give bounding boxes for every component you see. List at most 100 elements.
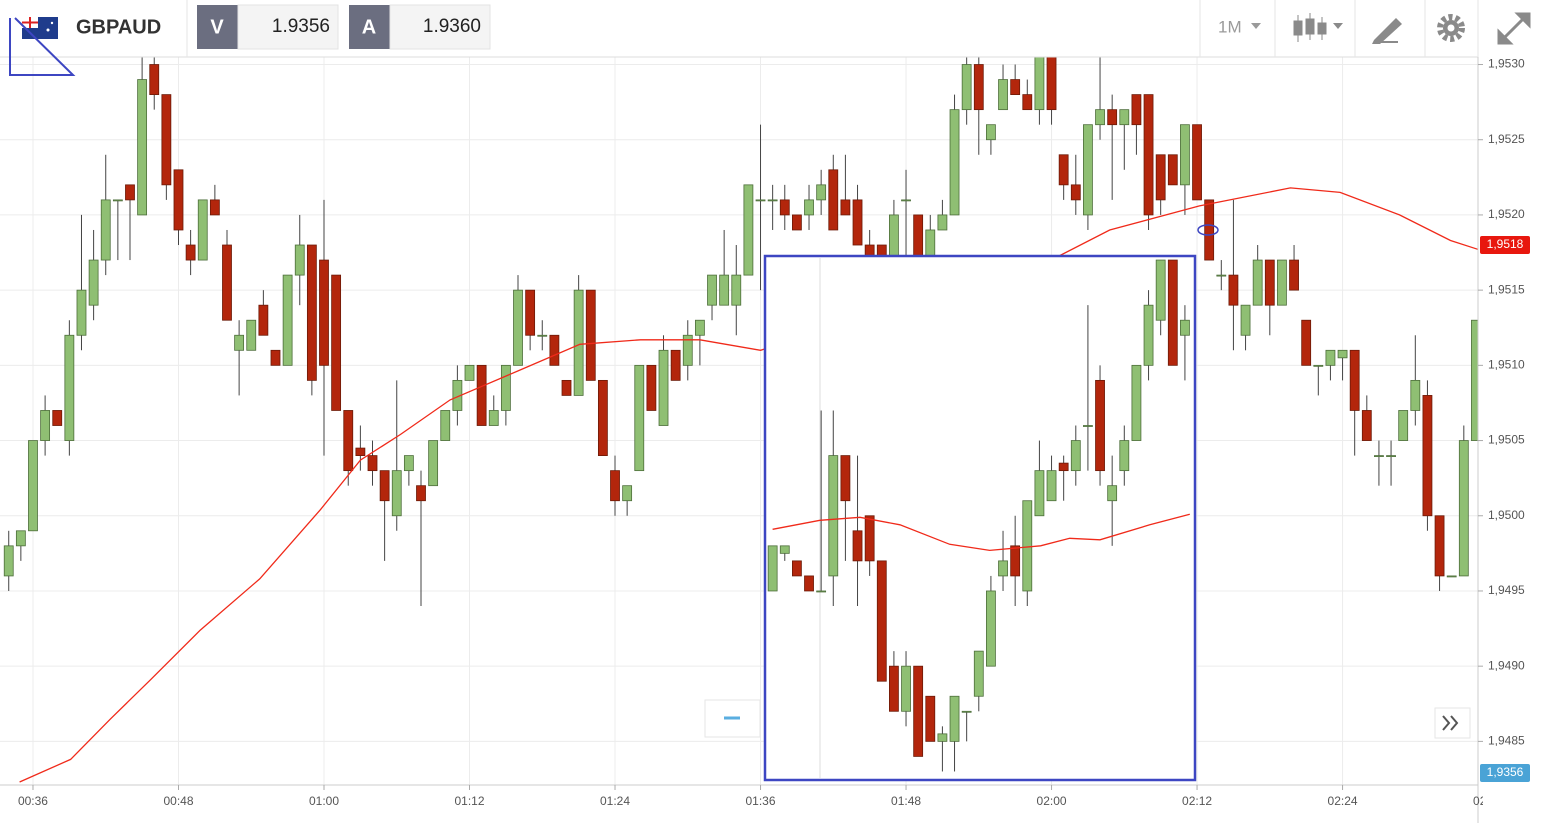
candle-body: [428, 440, 439, 487]
candle-body: [986, 124, 996, 141]
candle-body: [852, 199, 863, 246]
x-tick-label: 02:00: [1037, 794, 1067, 808]
time-axis-bg: [0, 785, 1478, 823]
candle-body: [864, 515, 875, 562]
candle-body: [294, 244, 305, 276]
candle-body: [161, 94, 172, 186]
chart-type-button[interactable]: [1293, 13, 1343, 42]
price-axis-bg: [1478, 57, 1545, 823]
candle-body: [1070, 440, 1081, 472]
sell-label-bg: [197, 5, 238, 49]
x-tick-label: 01:48: [891, 794, 921, 808]
candle-body: [1264, 259, 1275, 306]
price-tag-label: 1,9356: [1487, 765, 1524, 779]
candle-body: [998, 560, 1008, 577]
settings-button[interactable]: [1437, 14, 1465, 42]
candle-body: [537, 334, 548, 337]
flag-icon: [22, 17, 58, 39]
sell-label: V: [210, 16, 224, 38]
candle-body: [1361, 410, 1372, 441]
candle-body: [440, 410, 451, 441]
candle-body: [719, 274, 730, 306]
candle-body: [1180, 124, 1190, 186]
sell-price-bg: [237, 4, 339, 50]
candle-body: [355, 447, 366, 456]
y-tick-label: 1,9485: [1488, 734, 1525, 748]
candle-body: [1301, 319, 1312, 366]
timeframe: 1M: [1218, 17, 1242, 36]
candle-body: [1046, 470, 1057, 502]
candle-body: [973, 64, 984, 111]
candle-body: [416, 485, 426, 502]
candle-body: [1458, 440, 1469, 577]
candle-body: [76, 289, 87, 336]
candle-body: [610, 470, 620, 502]
candle-body: [816, 184, 827, 201]
candle-body: [1374, 455, 1384, 457]
toolbar: GBPAUD V 1.9356 A 1.9360 1M: [0, 0, 1545, 58]
candle-body: [246, 319, 257, 351]
y-tick-label: 1,9495: [1488, 583, 1525, 597]
candle-body: [876, 560, 887, 682]
candle-body: [234, 334, 245, 351]
sell-price: 1.9356: [272, 16, 330, 37]
dropdown-arrow: [1251, 23, 1261, 29]
candle-body: [852, 530, 863, 562]
candle-body: [464, 364, 475, 381]
candle-body: [1313, 364, 1324, 367]
candle-body: [804, 575, 814, 592]
candle-body: [973, 650, 984, 697]
sell-button[interactable]: V 1.9356: [197, 4, 339, 50]
candle-body: [185, 244, 196, 261]
candle-body: [1070, 184, 1081, 201]
candle-body: [1119, 440, 1130, 472]
y-tick-label: 1,9515: [1488, 282, 1525, 296]
candle-body: [52, 410, 63, 426]
buy-button[interactable]: A 1.9360: [349, 4, 491, 50]
candle-body: [889, 214, 899, 261]
candle-body: [792, 560, 802, 577]
candle-body: [1010, 79, 1021, 96]
candle-body: [331, 274, 342, 411]
drawn-ellipse[interactable]: [1197, 224, 1219, 236]
candle-body: [804, 199, 814, 216]
candle-body: [513, 289, 523, 366]
y-tick-label: 1,9490: [1488, 658, 1525, 672]
candle-body: [137, 79, 148, 216]
candle-body: [1058, 462, 1069, 472]
candle-body: [1192, 124, 1202, 201]
candle-body: [561, 379, 572, 396]
candle-body: [3, 545, 14, 577]
candle-body: [828, 169, 839, 231]
candle-body: [1046, 57, 1057, 111]
candle-body: [986, 590, 996, 667]
zoom-out-button[interactable]: [704, 699, 761, 738]
scroll-right-button[interactable]: [1434, 707, 1471, 739]
candle-body: [767, 199, 778, 202]
candle-body: [112, 199, 123, 202]
candle-body: [670, 349, 681, 381]
candle-body: [1422, 395, 1433, 517]
candle-body: [197, 199, 208, 261]
candle-body: [40, 410, 51, 441]
candle-body: [1131, 364, 1142, 441]
symbol: GBPAUD: [76, 16, 161, 38]
fullscreen-button[interactable]: [1497, 12, 1531, 45]
candle-body: [828, 455, 839, 577]
y-tick-label: 1,9530: [1488, 57, 1525, 71]
candle-body: [1131, 94, 1142, 126]
drawn-triangle[interactable]: [9, 17, 76, 76]
price-tag: [1480, 236, 1530, 255]
timeframe-dropdown[interactable]: 1M: [1218, 17, 1261, 36]
candle-body: [222, 244, 232, 321]
candle-body: [1143, 94, 1154, 216]
candle-body: [125, 184, 135, 201]
draw-tool-button[interactable]: [1372, 18, 1402, 44]
moving-average: [772, 513, 1190, 552]
candle-body: [1180, 319, 1190, 336]
candle-body: [634, 364, 645, 472]
buy-price: 1.9360: [423, 16, 481, 37]
candle-body: [792, 214, 802, 231]
candle-body: [1240, 304, 1251, 336]
